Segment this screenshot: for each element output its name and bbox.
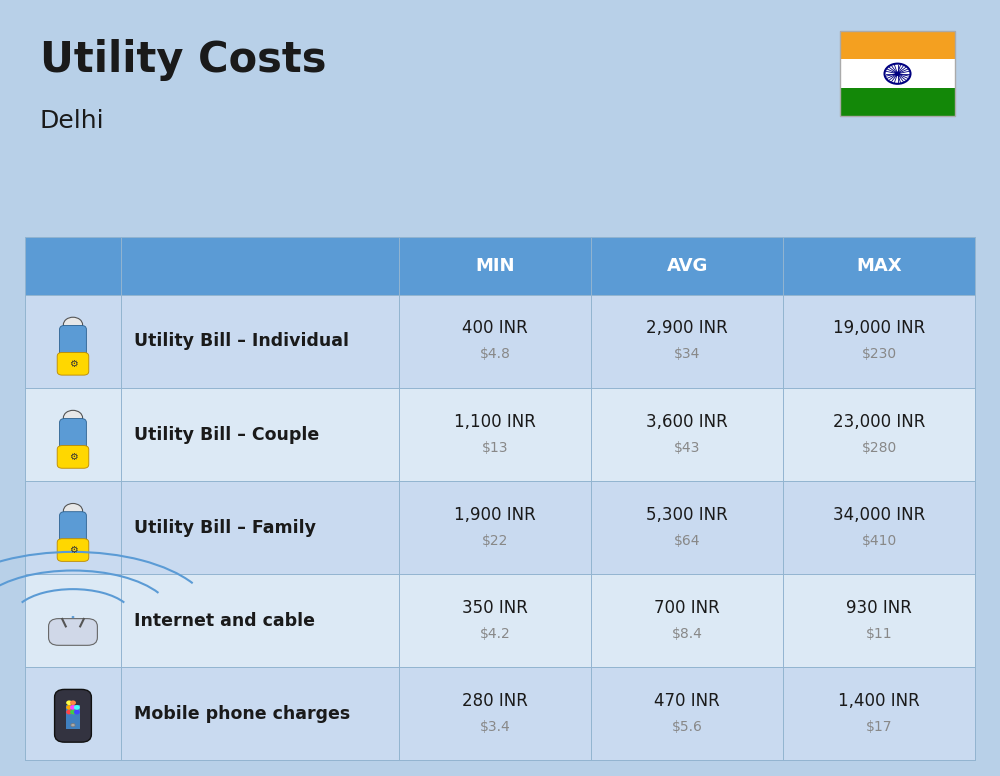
FancyBboxPatch shape	[25, 388, 975, 481]
Circle shape	[70, 705, 76, 710]
Text: $11: $11	[866, 627, 892, 641]
FancyBboxPatch shape	[840, 88, 955, 116]
FancyBboxPatch shape	[57, 445, 89, 468]
Circle shape	[70, 710, 76, 715]
Circle shape	[72, 616, 74, 618]
Circle shape	[896, 72, 900, 75]
FancyBboxPatch shape	[60, 511, 86, 542]
Text: 1,100 INR: 1,100 INR	[454, 413, 536, 431]
Text: $8.4: $8.4	[672, 627, 703, 641]
Text: $64: $64	[674, 534, 700, 548]
Text: ⚙: ⚙	[69, 452, 77, 462]
Circle shape	[74, 710, 80, 715]
FancyBboxPatch shape	[25, 295, 975, 388]
Text: 470 INR: 470 INR	[654, 692, 720, 710]
Text: AVG: AVG	[666, 257, 708, 275]
FancyBboxPatch shape	[60, 418, 86, 449]
Circle shape	[63, 317, 83, 332]
Text: MAX: MAX	[856, 257, 902, 275]
Text: $410: $410	[861, 534, 897, 548]
Text: 700 INR: 700 INR	[654, 599, 720, 617]
Text: 2,900 INR: 2,900 INR	[646, 320, 728, 338]
Text: $17: $17	[866, 720, 892, 734]
Text: 280 INR: 280 INR	[462, 692, 528, 710]
Text: Utility Bill – Couple: Utility Bill – Couple	[134, 425, 319, 444]
FancyBboxPatch shape	[840, 60, 955, 88]
FancyBboxPatch shape	[57, 352, 89, 375]
Text: $4.8: $4.8	[480, 348, 511, 362]
Circle shape	[70, 701, 76, 705]
Text: 1,900 INR: 1,900 INR	[454, 506, 536, 524]
Text: $22: $22	[482, 534, 508, 548]
Circle shape	[66, 705, 72, 710]
Text: $34: $34	[674, 348, 700, 362]
Circle shape	[74, 705, 80, 710]
Text: 34,000 INR: 34,000 INR	[833, 506, 925, 524]
Circle shape	[63, 504, 83, 518]
Circle shape	[66, 710, 72, 715]
Text: 350 INR: 350 INR	[462, 599, 528, 617]
Text: Utility Bill – Family: Utility Bill – Family	[134, 518, 316, 537]
FancyBboxPatch shape	[55, 689, 91, 742]
FancyBboxPatch shape	[840, 31, 955, 60]
FancyBboxPatch shape	[49, 618, 97, 646]
FancyBboxPatch shape	[66, 705, 80, 729]
Text: Mobile phone charges: Mobile phone charges	[134, 705, 350, 723]
FancyBboxPatch shape	[25, 667, 975, 760]
Text: $13: $13	[482, 441, 508, 455]
Text: 930 INR: 930 INR	[846, 599, 912, 617]
Text: 19,000 INR: 19,000 INR	[833, 320, 925, 338]
FancyBboxPatch shape	[60, 325, 86, 356]
Text: 1,400 INR: 1,400 INR	[838, 692, 920, 710]
Circle shape	[66, 701, 72, 705]
Text: $5.6: $5.6	[672, 720, 703, 734]
Text: 3,600 INR: 3,600 INR	[646, 413, 728, 431]
FancyBboxPatch shape	[25, 237, 975, 295]
Text: $4.2: $4.2	[480, 627, 511, 641]
FancyBboxPatch shape	[57, 539, 89, 561]
Text: $280: $280	[861, 441, 897, 455]
Text: ⚙: ⚙	[69, 359, 77, 369]
Text: $43: $43	[674, 441, 700, 455]
Text: Internet and cable: Internet and cable	[134, 611, 315, 630]
Text: Delhi: Delhi	[40, 109, 105, 133]
FancyBboxPatch shape	[25, 574, 975, 667]
Text: Utility Bill – Individual: Utility Bill – Individual	[134, 332, 349, 351]
Text: $3.4: $3.4	[480, 720, 511, 734]
Text: $230: $230	[861, 348, 897, 362]
FancyBboxPatch shape	[25, 481, 975, 574]
Text: Utility Costs: Utility Costs	[40, 39, 326, 81]
Circle shape	[71, 723, 75, 727]
Text: 23,000 INR: 23,000 INR	[833, 413, 925, 431]
Text: 400 INR: 400 INR	[462, 320, 528, 338]
Text: 5,300 INR: 5,300 INR	[646, 506, 728, 524]
Text: MIN: MIN	[475, 257, 515, 275]
Circle shape	[63, 411, 83, 425]
Text: ⚙: ⚙	[69, 545, 77, 555]
